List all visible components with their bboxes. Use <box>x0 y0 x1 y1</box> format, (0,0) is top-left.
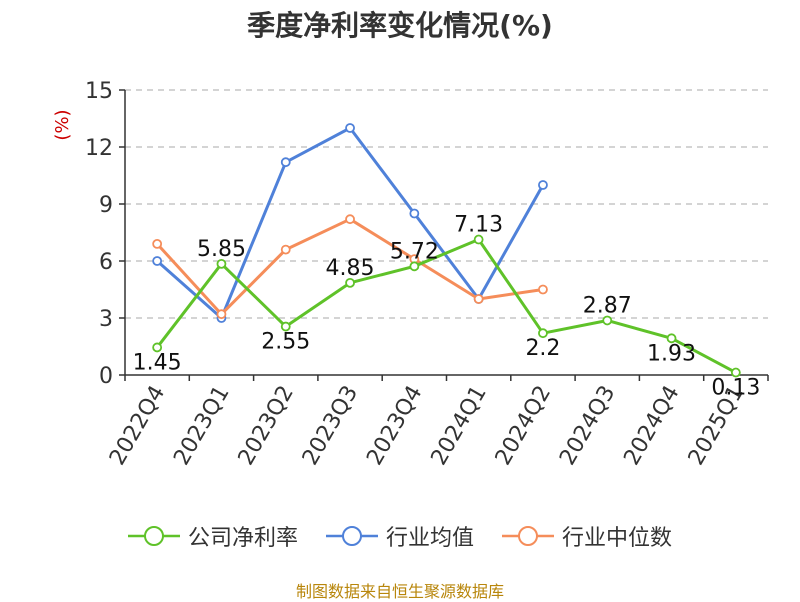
data-point <box>216 258 227 269</box>
legend-item[interactable]: 行业均值 <box>325 520 474 552</box>
series-line <box>155 238 737 374</box>
x-tick-label: 2024Q1 <box>427 382 492 470</box>
x-tick-label: 2024Q2 <box>491 382 556 470</box>
data-point <box>409 208 420 219</box>
data-label: 1.93 <box>647 341 696 366</box>
legend-label: 行业中位数 <box>562 526 673 551</box>
x-tick-label: 2024Q4 <box>619 382 684 470</box>
data-label: 1.45 <box>133 350 182 375</box>
legend-label: 公司净利率 <box>187 526 298 551</box>
data-label: 2.55 <box>261 330 310 355</box>
data-point <box>152 342 163 353</box>
y-tick-label: 15 <box>85 79 113 104</box>
y-tick-label: 9 <box>99 193 113 218</box>
data-label: 5.85 <box>197 237 246 262</box>
grid-lines <box>125 89 768 319</box>
legend-marker-icon <box>502 526 554 546</box>
axes: 036912152022Q42023Q12023Q22023Q32023Q420… <box>85 79 769 470</box>
y-tick-label: 12 <box>85 136 113 161</box>
x-tick-label: 2023Q2 <box>234 382 299 470</box>
y-tick-label: 3 <box>99 307 113 332</box>
data-labels: 1.45 5.85 2.55 4.85 5.72 7.13 2.2 2.87 1.93 0.13 <box>133 213 761 401</box>
x-tick-label: 2023Q3 <box>298 382 363 470</box>
data-point <box>473 294 484 304</box>
legend-item[interactable]: 公司净利率 <box>127 520 298 552</box>
x-tick-label: 2023Q4 <box>362 382 427 470</box>
data-point <box>345 214 355 225</box>
data-point <box>280 244 291 255</box>
series-lines <box>152 123 741 378</box>
data-label: 7.13 <box>454 213 503 238</box>
data-label: 0.13 <box>711 376 760 401</box>
data-point <box>602 315 613 326</box>
data-label: 2.87 <box>583 293 632 318</box>
data-point <box>538 284 548 295</box>
y-tick-label: 6 <box>99 250 113 275</box>
x-tick-label: 2022Q4 <box>105 382 170 470</box>
data-point <box>280 321 291 332</box>
y-tick-label: 0 <box>99 364 113 389</box>
data-point <box>730 367 741 378</box>
x-tick-label: 2023Q1 <box>169 382 234 470</box>
data-point <box>538 180 548 190</box>
data-point <box>345 123 355 133</box>
data-point <box>280 157 291 168</box>
data-point <box>152 238 163 249</box>
source-note: 制图数据来自恒生聚源数据库 <box>295 582 504 601</box>
data-point <box>473 234 484 245</box>
data-label: 5.72 <box>390 239 439 264</box>
chart-title: 季度净利率变化情况(%) <box>247 9 553 42</box>
data-point <box>152 256 163 266</box>
x-tick-label: 2024Q3 <box>555 382 620 470</box>
data-point <box>538 328 548 339</box>
data-point <box>345 277 355 288</box>
legend-marker-icon <box>325 526 378 546</box>
line-chart: 036912152022Q42023Q12023Q22023Q32023Q420… <box>52 79 769 470</box>
legend-label: 行业均值 <box>385 526 474 551</box>
y-axis-label: (%) <box>52 109 73 140</box>
legend-item[interactable]: 行业中位数 <box>502 520 672 552</box>
data-point <box>666 333 677 344</box>
legend: 公司净利率 行业均值 行业中位数 <box>0 520 800 552</box>
data-point <box>409 261 420 272</box>
legend-marker-icon <box>127 526 180 546</box>
data-point <box>216 309 227 320</box>
data-label: 2.2 <box>525 336 560 361</box>
data-label: 4.85 <box>326 256 375 281</box>
